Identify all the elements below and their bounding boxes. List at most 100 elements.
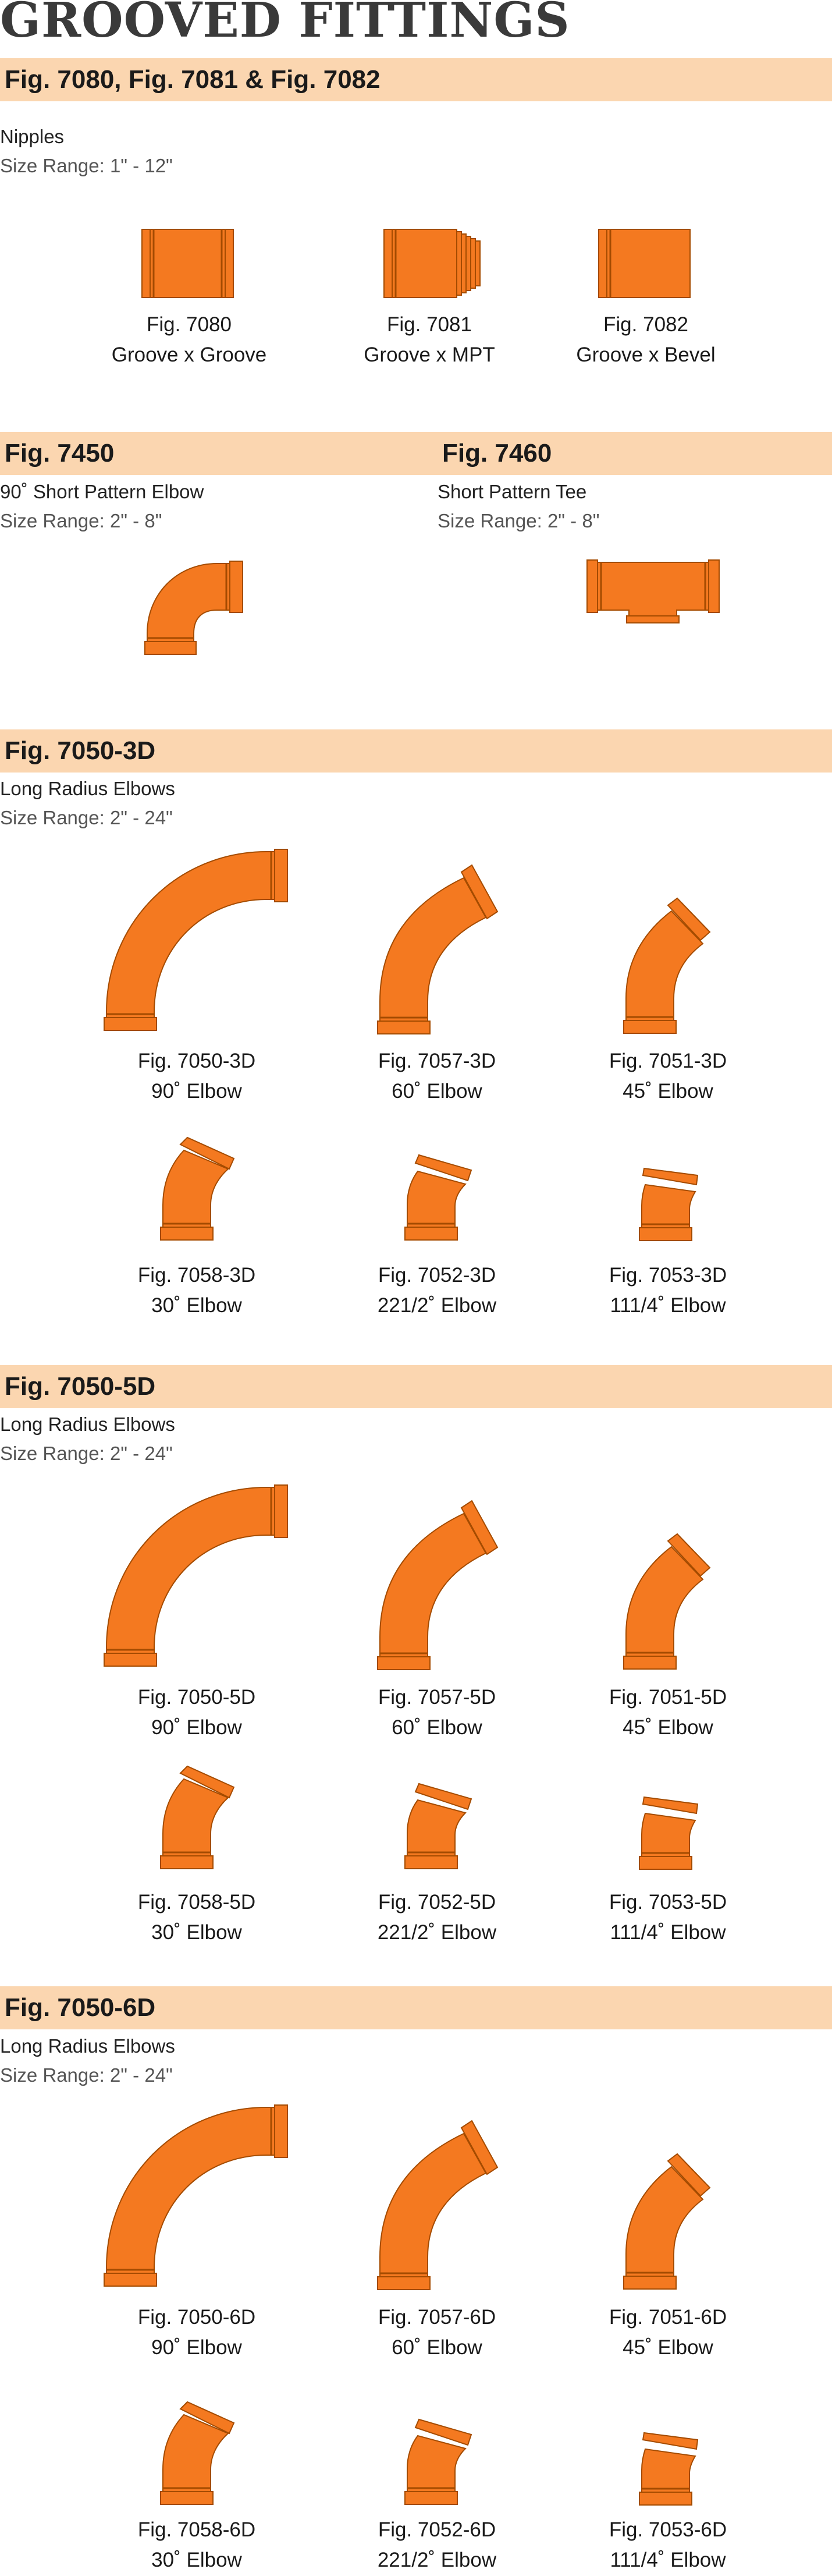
- elbow-22-5-icon: [404, 1154, 472, 1241]
- fitting-caption: Fig. 7058-5D 30˚ Elbow: [69, 1887, 325, 1948]
- fig-description: 30˚ Elbow: [151, 1921, 242, 1944]
- elbow-11-25-icon: [639, 1796, 699, 1870]
- fitting-caption: Fig. 7050-5D 90˚ Elbow: [69, 1682, 325, 1743]
- section-heading: Fig. 7080, Fig. 7081 & Fig. 7082: [5, 65, 381, 94]
- fig-number: Fig. 7058-3D: [137, 1264, 256, 1287]
- fig-number: Fig. 7053-6D: [609, 2518, 727, 2541]
- fig-number: Fig. 7050-6D: [137, 2306, 256, 2329]
- nipple-groove-bevel-icon: [598, 229, 691, 298]
- fig-description: 111/4˚ Elbow: [610, 1921, 726, 1944]
- fig-number: Fig. 7082: [603, 313, 688, 336]
- fig-number: Fig. 7053-5D: [609, 1891, 727, 1914]
- page-title: GROOVED FITTINGS: [0, 0, 570, 48]
- elbow-60-icon: [377, 864, 499, 1034]
- section-subtitle: Long Radius Elbows Size Range: 2" - 24": [0, 774, 175, 832]
- fitting-caption: Fig. 7052-5D 221/2˚ Elbow: [309, 1887, 565, 1948]
- fig-description: 221/2˚ Elbow: [377, 1921, 497, 1944]
- fig-number: Fig. 7051-3D: [609, 1050, 727, 1072]
- fig-description: 60˚ Elbow: [392, 1080, 482, 1103]
- fitting-caption: Fig. 7058-3D 30˚ Elbow: [69, 1260, 325, 1321]
- fitting-caption: Fig. 7053-3D 111/4˚ Elbow: [540, 1260, 796, 1321]
- section-subtitle: Short Pattern Tee Size Range: 2" - 8": [438, 477, 599, 536]
- section-header-5d: Fig. 7050-5D: [0, 1365, 832, 1408]
- fig-description: 45˚ Elbow: [623, 1080, 713, 1103]
- elbow-45-icon: [623, 1533, 711, 1670]
- elbow-60-icon: [377, 2120, 499, 2290]
- nipple-caption: Fig. 7081 Groove x MPT: [301, 310, 557, 370]
- fig-description: 45˚ Elbow: [623, 1716, 713, 1739]
- fig-number: Fig. 7052-6D: [378, 2518, 496, 2541]
- short-tee-icon: [586, 559, 720, 623]
- elbow-22-5-icon: [404, 1783, 472, 1869]
- elbow-45-icon: [623, 2153, 711, 2290]
- fig-description: 60˚ Elbow: [392, 2336, 482, 2359]
- section-heading: Fig. 7050-6D: [5, 1993, 156, 2022]
- section-heading: Fig. 7050-3D: [5, 736, 156, 765]
- fitting-type: Long Radius Elbows: [0, 2035, 175, 2057]
- fig-number: Fig. 7080: [147, 313, 232, 336]
- section-header-nipples: Fig. 7080, Fig. 7081 & Fig. 7082: [0, 58, 832, 101]
- fig-description: 90˚ Elbow: [151, 1080, 242, 1103]
- fitting-caption: Fig. 7051-6D 45˚ Elbow: [540, 2302, 796, 2363]
- nipple-groove-groove-icon: [141, 229, 234, 298]
- fitting-caption: Fig. 7050-6D 90˚ Elbow: [69, 2302, 325, 2363]
- fitting-caption: Fig. 7052-3D 221/2˚ Elbow: [309, 1260, 565, 1321]
- fig-number: Fig. 7057-5D: [378, 1686, 496, 1709]
- fitting-caption: Fig. 7052-6D 221/2˚ Elbow: [309, 2515, 565, 2575]
- fig-number: Fig. 7051-5D: [609, 1686, 727, 1709]
- elbow-30-icon: [160, 2401, 235, 2505]
- size-range: Size Range: 1" - 12": [0, 155, 173, 176]
- fig-description: 45˚ Elbow: [623, 2336, 713, 2359]
- fig-description: 90˚ Elbow: [151, 2336, 242, 2359]
- fitting-caption: Fig. 7050-3D 90˚ Elbow: [69, 1046, 325, 1107]
- size-range: Size Range: 2" - 24": [0, 2064, 173, 2086]
- fig-description: 60˚ Elbow: [392, 1716, 482, 1739]
- short-elbow-icon: [144, 561, 243, 655]
- fig-number: Fig. 7057-3D: [378, 1050, 496, 1072]
- section-header-6d: Fig. 7050-6D: [0, 1986, 832, 2029]
- fig-number: Fig. 7081: [387, 313, 472, 336]
- fig-number: Fig. 7052-3D: [378, 1264, 496, 1287]
- fig-number: Fig. 7058-6D: [137, 2518, 256, 2541]
- fitting-caption: Fig. 7057-3D 60˚ Elbow: [309, 1046, 565, 1107]
- section-heading: Fig. 7450: [5, 439, 115, 467]
- elbow-30-icon: [160, 1136, 235, 1241]
- fig-description: 90˚ Elbow: [151, 1716, 242, 1739]
- fitting-caption: Fig. 7051-5D 45˚ Elbow: [540, 1682, 796, 1743]
- fig-number: Fig. 7050-5D: [137, 1686, 256, 1709]
- fitting-type: Long Radius Elbows: [0, 1413, 175, 1435]
- nipple-groove-mpt-icon: [383, 229, 481, 298]
- size-range: Size Range: 2" - 8": [0, 510, 162, 532]
- elbow-90-icon: [104, 849, 288, 1031]
- section-subtitle: Long Radius Elbows Size Range: 2" - 24": [0, 1410, 175, 1468]
- section-header-short-pattern: Fig. 7450 Fig. 7460: [0, 432, 832, 475]
- section-header-3d: Fig. 7050-3D: [0, 729, 832, 773]
- section-subtitle: 90˚ Short Pattern Elbow Size Range: 2" -…: [0, 477, 204, 536]
- fitting-caption: Fig. 7058-6D 30˚ Elbow: [69, 2515, 325, 2575]
- fig-description: 30˚ Elbow: [151, 2549, 242, 2571]
- fig-description: 221/2˚ Elbow: [377, 2549, 497, 2571]
- fig-description: 221/2˚ Elbow: [377, 1294, 497, 1317]
- section-subtitle: Long Radius Elbows Size Range: 2" - 24": [0, 2032, 175, 2090]
- fitting-type: Short Pattern Tee: [438, 481, 587, 502]
- fitting-type: Long Radius Elbows: [0, 778, 175, 799]
- fig-number: Fig. 7058-5D: [137, 1891, 256, 1914]
- section-heading: Fig. 7050-5D: [5, 1372, 156, 1401]
- fig-number: Fig. 7051-6D: [609, 2306, 727, 2329]
- elbow-90-icon: [104, 2104, 288, 2287]
- fig-description: 30˚ Elbow: [151, 1294, 242, 1317]
- elbow-90-icon: [104, 1484, 288, 1667]
- fig-number: Fig. 7050-3D: [137, 1050, 256, 1072]
- size-range: Size Range: 2" - 24": [0, 807, 173, 828]
- nipple-caption: Fig. 7082 Groove x Bevel: [518, 310, 774, 370]
- fitting-caption: Fig. 7053-6D 111/4˚ Elbow: [540, 2515, 796, 2575]
- fig-number: Fig. 7057-6D: [378, 2306, 496, 2329]
- fitting-caption: Fig. 7051-3D 45˚ Elbow: [540, 1046, 796, 1107]
- elbow-60-icon: [377, 1500, 499, 1670]
- nipple-caption: Fig. 7080 Groove x Groove: [61, 310, 317, 370]
- elbow-30-icon: [160, 1765, 235, 1869]
- fitting-caption: Fig. 7057-6D 60˚ Elbow: [309, 2302, 565, 2363]
- section-heading: Fig. 7460: [442, 439, 552, 467]
- fitting-caption: Fig. 7053-5D 111/4˚ Elbow: [540, 1887, 796, 1948]
- fig-description: Groove x Groove: [111, 343, 267, 366]
